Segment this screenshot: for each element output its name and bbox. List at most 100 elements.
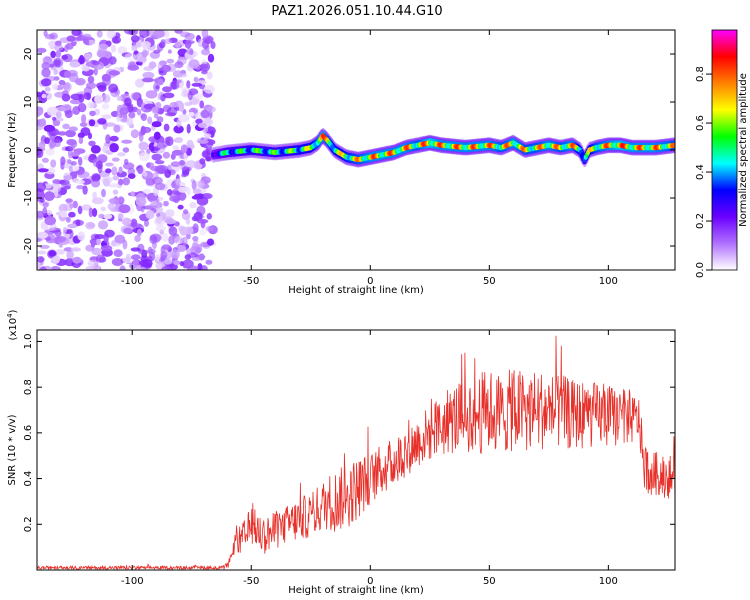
noise-cell (155, 225, 167, 232)
noise-cell (97, 43, 109, 50)
x-tick-label: -50 (243, 576, 259, 587)
noise-cell (121, 139, 133, 144)
noise-cell (80, 127, 91, 136)
ridge-layer (210, 128, 675, 168)
noise-cell (185, 217, 191, 225)
snr-x-label: Height of straight line (km) (288, 585, 424, 596)
noise-cell (164, 38, 172, 45)
noise-cell (66, 35, 76, 42)
noise-cell (207, 53, 215, 63)
noise-cell (60, 156, 66, 166)
noise-cell (50, 159, 57, 168)
noise-cell (113, 124, 121, 133)
noise-cell (75, 77, 86, 86)
noise-cell (184, 40, 192, 49)
noise-cell (70, 93, 83, 101)
noise-cell (40, 78, 52, 87)
noise-cell (182, 259, 194, 269)
y-tick-label: 0.6 (23, 425, 34, 441)
x-tick-label: 50 (483, 276, 496, 287)
noise-cell (69, 61, 81, 68)
noise-cell (78, 156, 83, 166)
noise-cell (142, 71, 155, 79)
noise-cell (90, 145, 101, 154)
noise-cell (173, 260, 180, 266)
noise-cell (127, 64, 139, 71)
noise-cell (154, 165, 166, 175)
noise-cell (112, 189, 119, 195)
noise-cell (199, 158, 206, 165)
noise-cell (174, 41, 181, 48)
noise-cell (191, 242, 198, 250)
y-tick-label: -20 (23, 238, 34, 254)
noise-cell (130, 247, 141, 252)
noise-cell (124, 30, 136, 35)
noise-cell (178, 186, 189, 193)
noise-cell (148, 197, 160, 203)
noise-cell (151, 106, 158, 114)
noise-cell (61, 182, 72, 188)
noise-cell (55, 249, 66, 255)
noise-cell (182, 236, 188, 246)
noise-cell (64, 232, 70, 239)
snr-y-label: SNR (10 * v/v) (7, 414, 18, 485)
spectrogram-x-label: Height of straight line (km) (288, 285, 424, 296)
colorbar-gradient (712, 30, 737, 270)
snr-y-ticks: 0.2 0.4 0.6 0.8 1.0 (23, 333, 675, 532)
noise-cell (188, 112, 195, 117)
noise-cell (168, 235, 176, 245)
noise-cell (110, 44, 117, 53)
noise-cell (58, 203, 68, 213)
noise-cell (85, 39, 90, 45)
noise-cell (87, 101, 95, 109)
y-tick-label: 0.2 (23, 516, 34, 532)
noise-cell (199, 63, 208, 70)
noise-cell (37, 231, 49, 239)
noise-cell (54, 44, 64, 52)
noise-cell (119, 107, 129, 115)
noise-cell (46, 209, 53, 216)
noise-cell (40, 118, 47, 127)
noise-cell (54, 235, 67, 243)
noise-cell (116, 95, 123, 101)
noise-cell (170, 161, 181, 167)
noise-cell (121, 217, 132, 226)
noise-cell (79, 122, 88, 127)
noise-cell (140, 41, 151, 49)
noise-cell (42, 202, 49, 208)
noise-cell (181, 166, 190, 175)
noise-cell (195, 118, 203, 125)
noise-cell (69, 99, 82, 105)
noise-cell (163, 123, 170, 132)
noise-cell (141, 77, 154, 83)
noise-cell (78, 136, 84, 145)
noise-cell (37, 124, 44, 131)
noise-cell (166, 58, 175, 64)
noise-cell (113, 249, 123, 257)
noise-cell (200, 109, 210, 119)
noise-cell (199, 100, 205, 109)
noise-cell (139, 152, 150, 162)
noise-cell (102, 144, 109, 154)
noise-cell (105, 162, 114, 167)
noise-cell (197, 139, 209, 144)
noise-cell (186, 248, 191, 254)
noise-cell (172, 145, 180, 150)
noise-cell (101, 103, 110, 110)
noise-cell (153, 113, 159, 119)
noise-cell (69, 203, 74, 209)
noise-cell (77, 231, 86, 241)
noise-cell (184, 32, 195, 41)
spectrogram-y-ticks: -20 -10 0 10 20 (23, 48, 675, 254)
noise-cell (96, 237, 101, 246)
noise-cell (62, 82, 70, 90)
noise-cell (43, 124, 56, 132)
noise-cell (140, 113, 148, 121)
noise-cell (101, 114, 112, 120)
noise-cell (166, 189, 173, 196)
noise-cell (155, 212, 161, 218)
noise-cell (37, 182, 47, 192)
noise-cell (151, 121, 162, 128)
x-tick-label: -100 (121, 576, 144, 587)
noise-cell (122, 147, 130, 153)
